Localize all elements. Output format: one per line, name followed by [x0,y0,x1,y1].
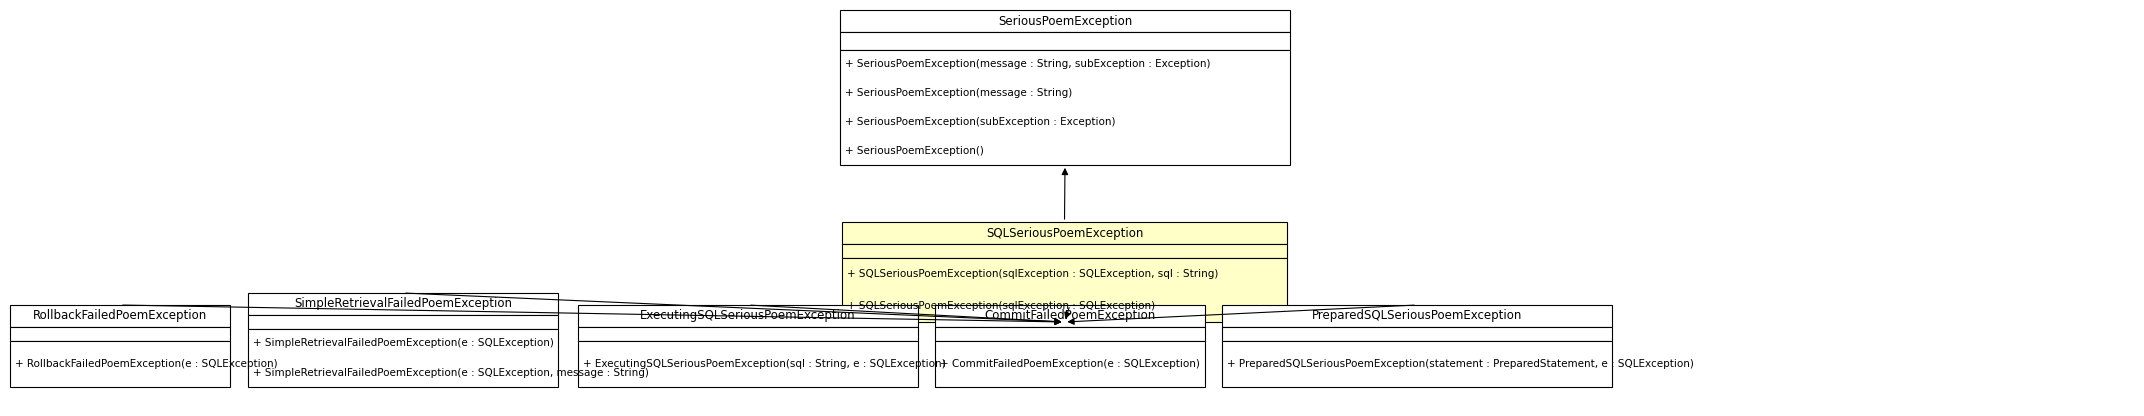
Text: + CommitFailedPoemException(e : SQLException): + CommitFailedPoemException(e : SQLExcep… [939,359,1201,369]
Bar [843,222,1286,244]
Bar [1222,327,1612,341]
Bar [840,10,1291,32]
Text: + SimpleRetrievalFailedPoemException(e : SQLException, message : String): + SimpleRetrievalFailedPoemException(e :… [253,367,650,377]
Text: + SQLSeriousPoemException(sqlException : SQLException, sql : String): + SQLSeriousPoemException(sqlException :… [847,269,1218,279]
Bar [249,315,557,329]
Bar [579,305,918,327]
Text: CommitFailedPoemException: CommitFailedPoemException [984,310,1156,322]
Bar [11,327,229,341]
Bar [579,327,918,341]
Bar [935,341,1205,387]
Bar [840,32,1291,50]
Text: RollbackFailedPoemException: RollbackFailedPoemException [32,310,208,322]
Bar [935,327,1205,341]
Bar [11,305,229,327]
Bar [843,244,1286,258]
Text: + SQLSeriousPoemException(sqlException : SQLException): + SQLSeriousPoemException(sqlException :… [847,301,1156,311]
Text: PreparedSQLSeriousPoemException: PreparedSQLSeriousPoemException [1312,310,1522,322]
Bar [840,50,1291,165]
Text: + ExecutingSQLSeriousPoemException(sql : String, e : SQLException): + ExecutingSQLSeriousPoemException(sql :… [583,359,946,369]
Text: + SeriousPoemException(subException : Exception): + SeriousPoemException(subException : Ex… [845,117,1115,127]
Bar [1222,341,1612,387]
Text: + RollbackFailedPoemException(e : SQLException): + RollbackFailedPoemException(e : SQLExc… [15,359,277,369]
Text: SimpleRetrievalFailedPoemException: SimpleRetrievalFailedPoemException [294,297,512,310]
Text: + SeriousPoemException(): + SeriousPoemException() [845,146,984,156]
Text: + SeriousPoemException(message : String): + SeriousPoemException(message : String) [845,88,1072,98]
Bar [579,341,918,387]
Bar [935,305,1205,327]
Bar [1222,305,1612,327]
Text: + SimpleRetrievalFailedPoemException(e : SQLException): + SimpleRetrievalFailedPoemException(e :… [253,339,553,349]
Text: ExecutingSQLSeriousPoemException: ExecutingSQLSeriousPoemException [641,310,855,322]
Bar [843,258,1286,322]
Text: SQLSeriousPoemException: SQLSeriousPoemException [986,226,1143,240]
Text: + PreparedSQLSeriousPoemException(statement : PreparedStatement, e : SQLExceptio: + PreparedSQLSeriousPoemException(statem… [1226,359,1694,369]
Bar [11,341,229,387]
Bar [249,293,557,315]
Bar [249,329,557,387]
Text: SeriousPoemException: SeriousPoemException [997,15,1132,27]
Text: + SeriousPoemException(message : String, subException : Exception): + SeriousPoemException(message : String,… [845,59,1211,69]
